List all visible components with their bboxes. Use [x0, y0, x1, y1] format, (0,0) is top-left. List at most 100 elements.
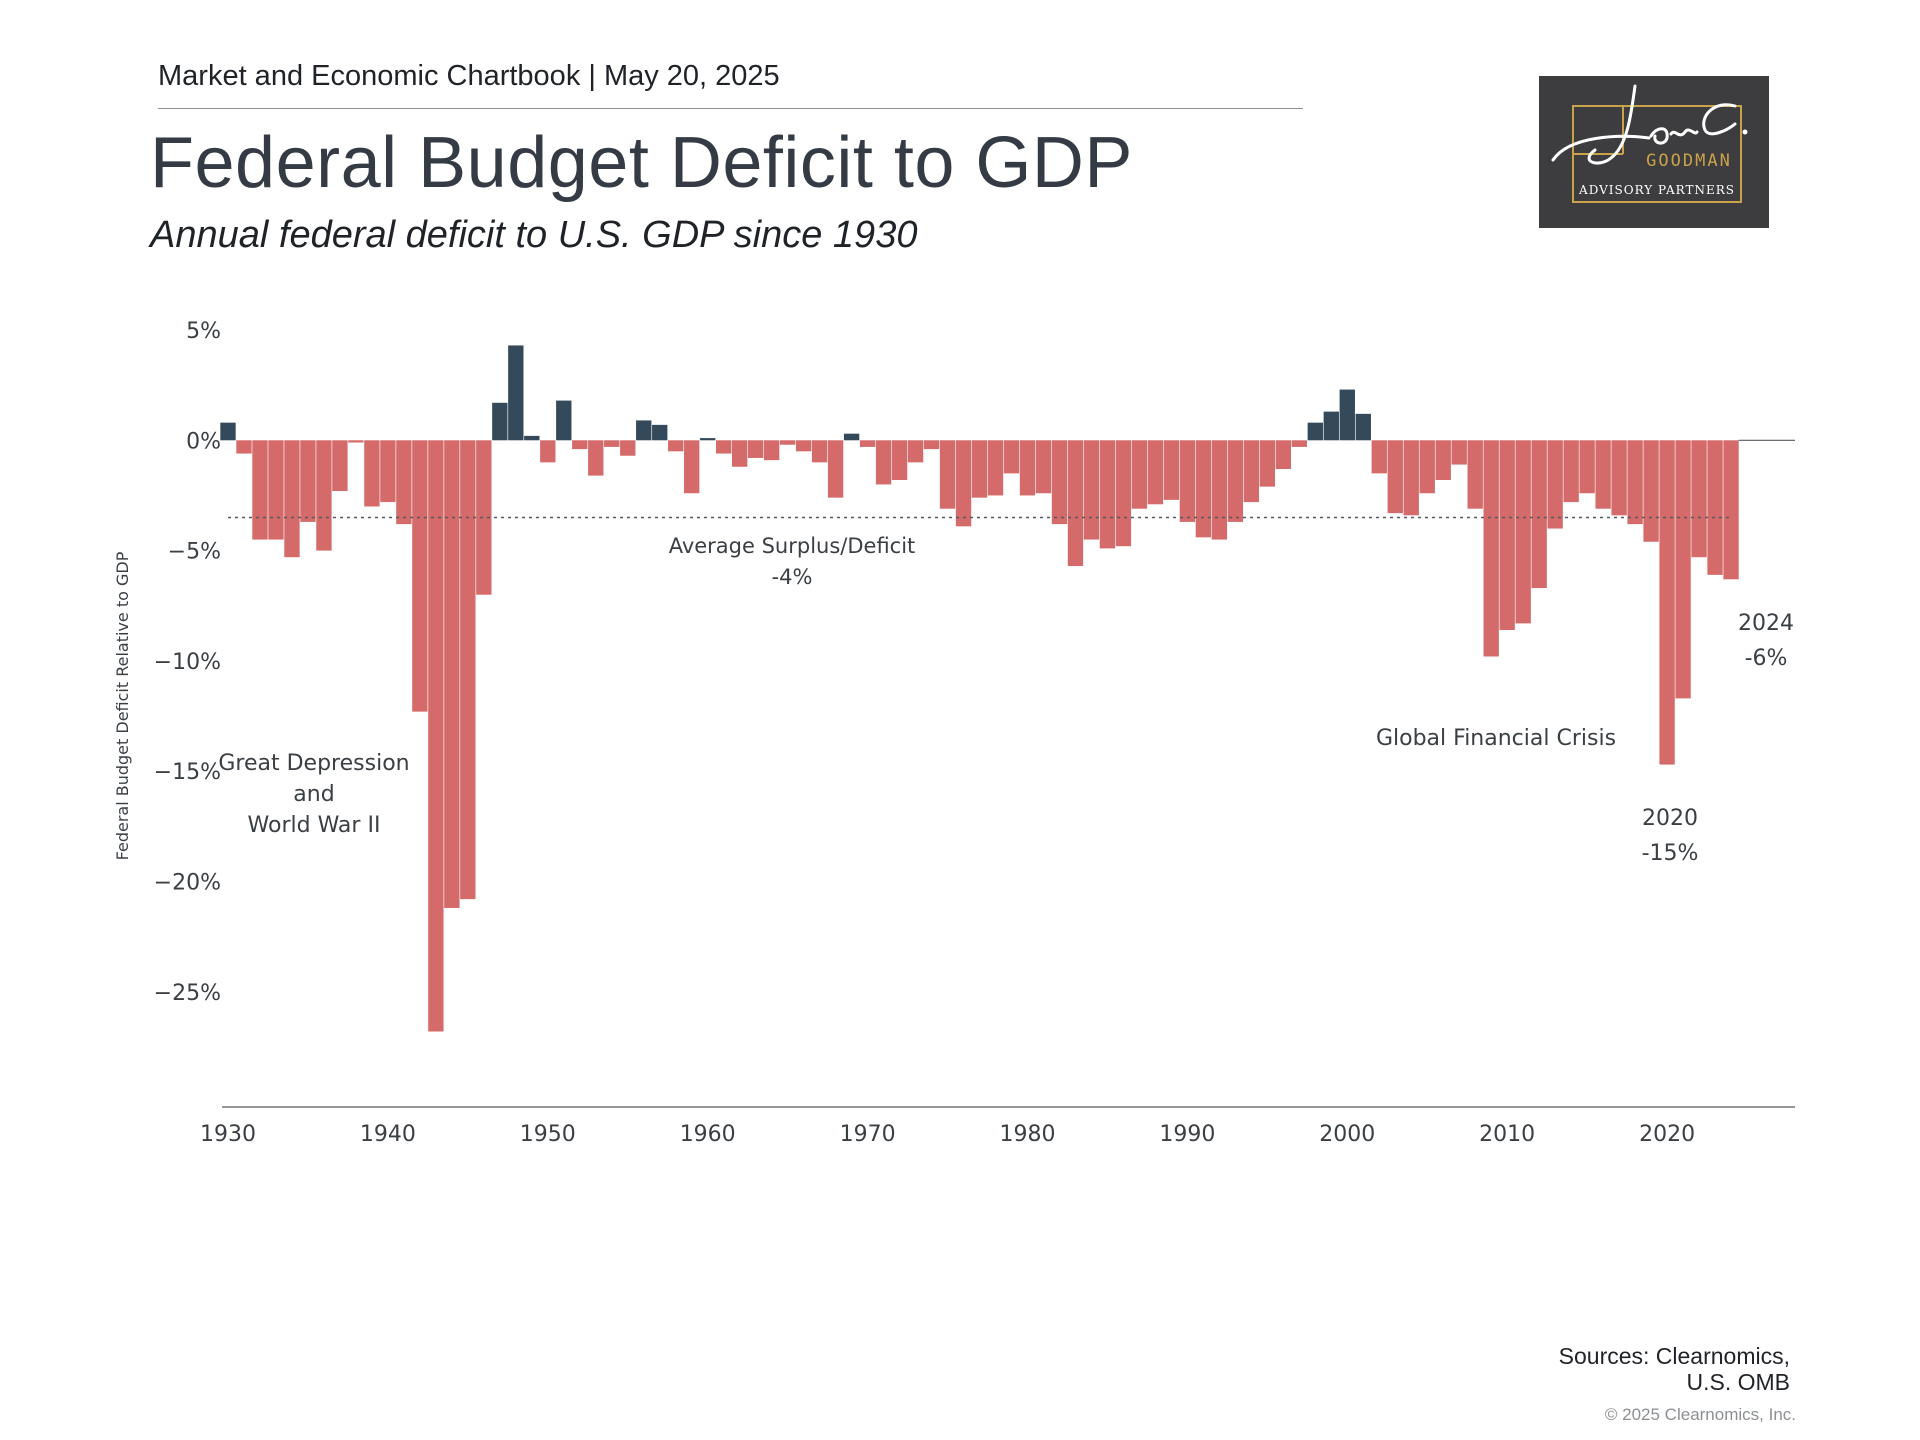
- bar-1961: [716, 440, 732, 454]
- bar-1948: [508, 345, 524, 441]
- bar-1943: [428, 440, 444, 1032]
- bar-1960: [700, 438, 716, 441]
- bar-2005: [1419, 440, 1435, 494]
- bar-2017: [1611, 440, 1627, 516]
- y-tick-label: −25%: [154, 981, 221, 1006]
- bar-1990: [1179, 440, 1196, 522]
- annotation-y2024: -6%: [1745, 646, 1788, 671]
- y-axis-label: Federal Budget Deficit Relative to GDP: [113, 551, 132, 860]
- bar-1981: [1035, 440, 1052, 494]
- bar-1950: [540, 440, 556, 463]
- bar-1965: [779, 440, 796, 445]
- bar-1942: [412, 440, 428, 712]
- bar-1997: [1291, 440, 1307, 447]
- sources-line-2: U.S. OMB: [1686, 1369, 1790, 1395]
- y-tick-label: −20%: [154, 870, 221, 895]
- bar-1951: [556, 400, 572, 441]
- bar-2021: [1675, 440, 1691, 699]
- x-tick-label: 2000: [1319, 1122, 1375, 1147]
- bar-1964: [763, 440, 780, 461]
- y-tick-label: −15%: [154, 760, 221, 785]
- bar-1987: [1131, 440, 1148, 509]
- bar-1932: [252, 440, 268, 540]
- header-divider: [158, 108, 1303, 109]
- bar-1956: [636, 420, 652, 441]
- bar-1984: [1083, 440, 1100, 540]
- annotations-group: Great Depression and World War II Global Fi…: [218, 611, 1794, 866]
- bar-1972: [891, 440, 908, 481]
- x-tick-label: 1980: [999, 1122, 1055, 1147]
- bar-1947: [492, 402, 508, 441]
- bar-2019: [1643, 440, 1659, 542]
- y-tick-label: −5%: [168, 540, 221, 565]
- bar-1992: [1211, 440, 1228, 540]
- bar-1985: [1099, 440, 1116, 549]
- bar-1959: [684, 440, 700, 494]
- bar-1974: [923, 440, 940, 450]
- goodman-logo-mark: GOODMAN ADVISORY PARTNERS: [1551, 84, 1748, 203]
- bar-1966: [795, 440, 812, 452]
- bar-2000: [1339, 389, 1355, 441]
- bar-1939: [364, 440, 380, 507]
- bar-1994: [1243, 440, 1260, 503]
- logo-tagline: ADVISORY PARTNERS: [1578, 183, 1735, 197]
- bar-1941: [396, 440, 412, 525]
- bar-1958: [668, 440, 684, 452]
- bar-1931: [236, 440, 252, 454]
- bar-1963: [747, 440, 764, 458]
- bar-1995: [1259, 440, 1276, 487]
- x-tick-label: 1970: [840, 1122, 896, 1147]
- bar-1996: [1275, 440, 1291, 469]
- bar-1946: [476, 440, 492, 595]
- bar-1998: [1307, 422, 1323, 441]
- sources-line-1: Sources: Clearnomics,: [1558, 1343, 1790, 1369]
- copyright-note: © 2025 Clearnomics, Inc.: [1604, 1405, 1796, 1424]
- bar-1937: [332, 440, 348, 492]
- bar-1953: [588, 440, 604, 476]
- y-tick-labels: 5% 0% −5% −10% −15% −20% −25%: [154, 319, 221, 1006]
- bar-1993: [1227, 440, 1244, 522]
- bar-2022: [1691, 440, 1707, 558]
- annotation-depression: World War II: [248, 813, 381, 838]
- annotation-y2020: -15%: [1642, 841, 1699, 866]
- bar-1949: [524, 435, 540, 441]
- bar-1970: [859, 440, 876, 447]
- bar-1988: [1147, 440, 1164, 505]
- logo-brand: GOODMAN: [1646, 151, 1732, 171]
- x-tick-label: 1950: [520, 1122, 576, 1147]
- bar-1968: [827, 440, 844, 498]
- bar-2014: [1563, 440, 1579, 503]
- bar-2024: [1723, 440, 1739, 580]
- deficit-bar-chart: 5% 0% −5% −10% −15% −20% −25% 1930 1940 1950 1960…: [113, 319, 1795, 1147]
- bars-group: [220, 345, 1739, 1032]
- bar-1930: [220, 422, 236, 441]
- bar-2004: [1403, 440, 1419, 516]
- bar-2001: [1355, 413, 1371, 441]
- bar-1945: [460, 440, 476, 900]
- annotation-depression: Great Depression: [218, 751, 409, 776]
- bar-1967: [811, 440, 828, 463]
- bar-1935: [300, 440, 316, 522]
- bar-1978: [987, 440, 1004, 496]
- bar-2016: [1595, 440, 1611, 509]
- x-tick-label: 1940: [360, 1122, 416, 1147]
- bar-2020: [1659, 440, 1675, 765]
- page-subtitle: Annual federal deficit to U.S. GDP since…: [150, 214, 918, 256]
- bar-1986: [1115, 440, 1132, 547]
- bar-1933: [268, 440, 284, 540]
- bar-1979: [1003, 440, 1020, 474]
- bar-1983: [1067, 440, 1084, 567]
- bar-1980: [1019, 440, 1036, 496]
- bar-1962: [731, 440, 748, 467]
- bar-1938: [348, 440, 364, 443]
- average-value-label: -4%: [772, 565, 813, 589]
- sources-note: Sources: Clearnomics, U.S. OMB: [1559, 1343, 1790, 1395]
- annotation-gfc: Global Financial Crisis: [1376, 726, 1616, 751]
- bar-2011: [1515, 440, 1531, 624]
- bar-2010: [1499, 440, 1515, 631]
- bar-1969: [843, 433, 860, 441]
- bar-1936: [316, 440, 332, 551]
- bar-2002: [1371, 440, 1387, 474]
- bar-1957: [652, 424, 668, 441]
- x-tick-label: 2020: [1639, 1122, 1695, 1147]
